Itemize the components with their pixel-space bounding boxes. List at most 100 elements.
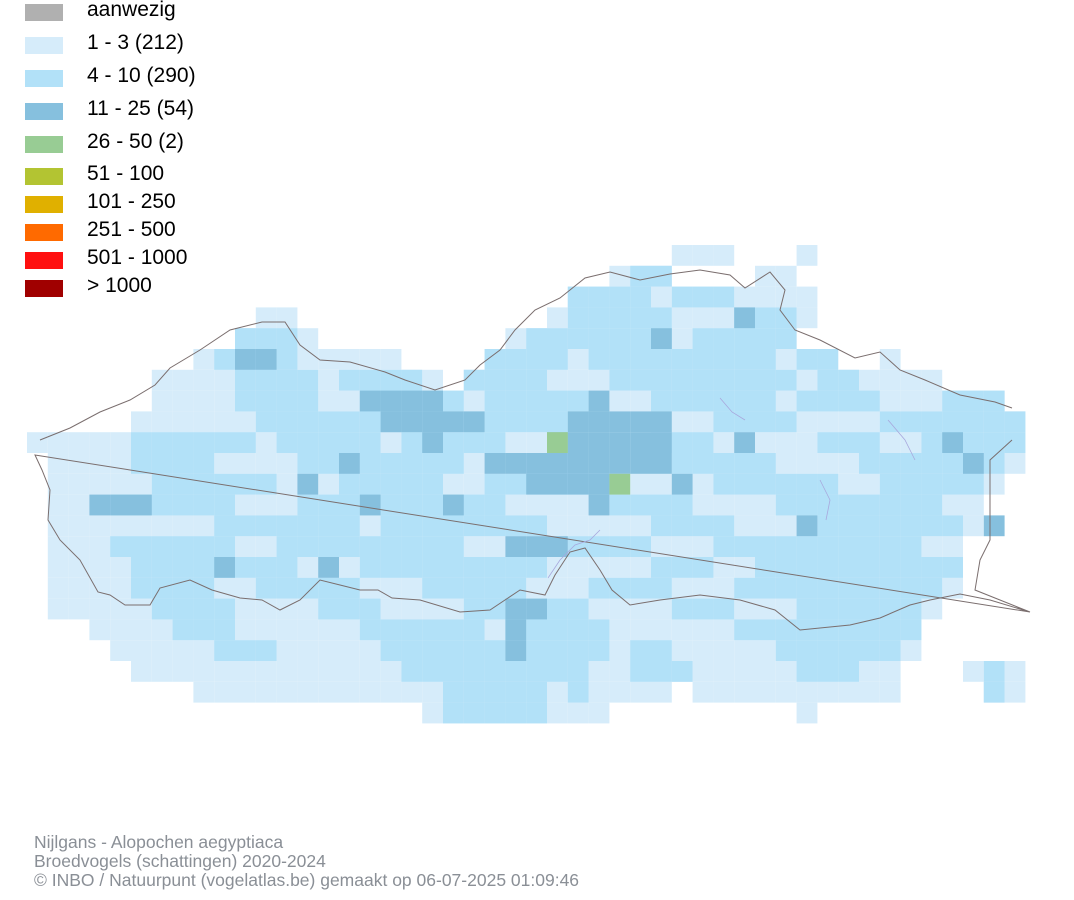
grid-cell (401, 598, 423, 620)
grid-cell (671, 349, 693, 370)
grid-cell (651, 577, 672, 599)
grid-cell (318, 681, 339, 703)
grid-cell (193, 557, 215, 578)
legend-label: 26 - 50 (2) (87, 130, 184, 153)
grid-cell (567, 390, 589, 412)
grid-cell (359, 369, 381, 391)
grid-cell (588, 453, 610, 474)
grid-cell (609, 369, 631, 391)
grid-cell (339, 681, 360, 703)
grid-cell (110, 536, 131, 557)
grid-cell (443, 557, 464, 578)
grid-cell (588, 390, 610, 412)
legend-label: > 1000 (87, 274, 152, 297)
grid-cell (131, 577, 152, 599)
grid-cell (380, 473, 402, 495)
grid-cell (796, 369, 818, 391)
grid-cell (214, 557, 235, 578)
grid-cell (359, 432, 381, 453)
grid-cell (505, 349, 527, 370)
grid-cell (380, 349, 402, 370)
grid-cell (734, 494, 755, 516)
grid-cell (380, 681, 402, 703)
grid-cell (339, 453, 360, 474)
grid-cell (651, 328, 672, 349)
grid-cell (775, 390, 797, 412)
grid-cell (983, 515, 1005, 537)
grid-cell (318, 390, 339, 412)
grid-cell (671, 598, 693, 620)
grid-cell (692, 515, 714, 537)
grid-cell (692, 598, 714, 620)
grid-cell (422, 557, 443, 578)
grid-cell (110, 619, 131, 641)
grid-cell (255, 598, 277, 620)
grid-cell (484, 494, 506, 516)
grid-cell (131, 432, 152, 453)
grid-cell (151, 411, 173, 433)
grid-cell (110, 640, 131, 661)
grid-cell (359, 598, 381, 620)
grid-cell (214, 598, 235, 620)
grid-cell (963, 515, 984, 537)
legend-swatch (25, 280, 63, 297)
grid-cell (838, 369, 859, 391)
grid-cell (151, 598, 173, 620)
grid-cell (47, 557, 69, 578)
grid-cell (172, 390, 194, 412)
grid-cell (567, 598, 589, 620)
grid-cell (796, 536, 818, 557)
legend-swatch (25, 168, 63, 185)
grid-cell (588, 557, 610, 578)
grid-cell (775, 515, 797, 537)
grid-cell (775, 536, 797, 557)
grid-cell (214, 411, 235, 433)
grid-cell (463, 369, 485, 391)
grid-cell (235, 494, 256, 516)
grid-cell (879, 681, 901, 703)
grid-cell (68, 453, 90, 474)
grid-cell (567, 349, 589, 370)
grid-cell (859, 390, 880, 412)
grid-cell (671, 577, 693, 599)
grid-cell (588, 536, 610, 557)
grid-cell (609, 286, 631, 308)
grid-cell (755, 598, 776, 620)
grid-cell (151, 453, 173, 474)
grid-cell (89, 536, 111, 557)
grid-cell (859, 411, 880, 433)
grid-cell (318, 598, 339, 620)
grid-cell (463, 536, 485, 557)
grid-cell (110, 557, 131, 578)
grid-cell (859, 369, 880, 391)
grid-cell (900, 640, 922, 661)
grid-cell (983, 453, 1005, 474)
grid-cell (692, 390, 714, 412)
grid-cell (339, 349, 360, 370)
legend-swatch (25, 4, 63, 21)
legend-swatch (25, 103, 63, 120)
grid-cell (297, 453, 319, 474)
grid-cell (47, 515, 69, 537)
grid-cell (151, 557, 173, 578)
grid-cell (651, 536, 672, 557)
grid-cell (422, 536, 443, 557)
map-grid-cells (27, 245, 1026, 724)
flanders-border (34, 269, 1031, 631)
grid-cell (255, 494, 277, 516)
grid-cell (630, 619, 651, 641)
grid-cell (692, 453, 714, 474)
grid-cell (276, 432, 298, 453)
grid-cell (713, 681, 735, 703)
grid-cell (443, 411, 464, 433)
grid-cell (859, 557, 880, 578)
grid-cell (547, 369, 568, 391)
grid-cell (547, 411, 568, 433)
grid-cell (443, 681, 464, 703)
species-name: Nijlgans - Alopochen aegyptiaca (34, 832, 284, 852)
grid-cell (359, 494, 381, 516)
grid-cell (47, 536, 69, 557)
grid-cell (630, 390, 651, 412)
grid-cell (172, 515, 194, 537)
grid-cell (255, 390, 277, 412)
